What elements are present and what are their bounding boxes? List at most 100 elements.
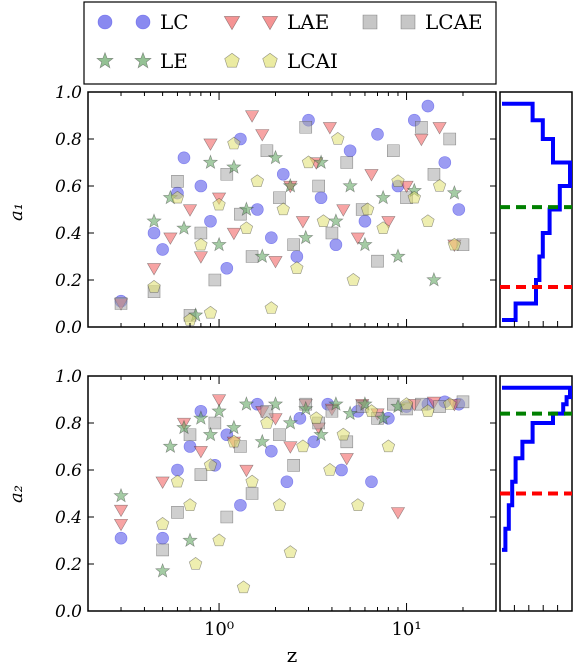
point-lc [358, 214, 372, 228]
point-lc [371, 128, 384, 141]
point-le [226, 419, 242, 435]
point-lae [432, 122, 447, 135]
point-lc [204, 214, 217, 228]
hist-a1-frame [499, 91, 573, 328]
panel-a2-frame [87, 375, 497, 612]
point-lcai [301, 155, 316, 169]
point-le [342, 405, 358, 421]
point-lcai [227, 434, 241, 448]
point-lae [339, 453, 354, 466]
legend-label-lae: LAE [287, 10, 329, 34]
panel-a1: 0.0 0.2 0.4 0.6 0.8 1.0 a₁ [6, 83, 497, 338]
point-lc [438, 156, 452, 169]
point-lcae [220, 167, 234, 181]
point-le [193, 410, 209, 425]
point-lcae [325, 226, 339, 240]
point-lae [146, 263, 162, 276]
point-lcai [399, 397, 414, 410]
point-lcai [351, 498, 365, 511]
point-lcae [245, 250, 259, 263]
panel-a2: 0.0 0.2 0.4 0.6 0.8 1.0 10⁰ 10¹ a₂ z [6, 367, 497, 667]
point-lc [234, 498, 247, 512]
point-lc [290, 250, 304, 263]
point-lcai [316, 214, 330, 227]
point-lcai [250, 174, 264, 187]
point-lcai [147, 280, 161, 293]
point-lc [343, 144, 357, 158]
histogram-line [502, 385, 572, 552]
point-lc [335, 463, 348, 477]
legend-marker-lc [135, 14, 151, 30]
point-lc [365, 475, 378, 489]
point-lcai [432, 179, 447, 192]
point-lae [364, 169, 379, 182]
ytick-label: 0.4 [55, 224, 82, 244]
point-lae [193, 251, 209, 264]
point-lae [239, 464, 254, 478]
point-lae [295, 216, 311, 229]
point-lcae [171, 506, 184, 519]
point-lcai [239, 221, 254, 234]
point-lcae [273, 191, 286, 205]
point-lae [182, 204, 198, 217]
point-le [282, 414, 299, 430]
point-lc [114, 531, 128, 545]
point-lcae [415, 120, 428, 134]
point-lcai [296, 439, 310, 453]
point-lae [113, 504, 129, 518]
point-lc [147, 226, 161, 240]
point-lae [390, 507, 406, 520]
point-lc [293, 411, 307, 425]
point-lcai [336, 427, 350, 441]
ytick-label: 0.2 [55, 271, 82, 291]
point-lae [255, 129, 270, 142]
legend-marker-lcai [224, 52, 240, 68]
legend-marker-le [96, 51, 114, 69]
ytick-label: 1.0 [55, 367, 82, 387]
point-lcai [376, 221, 390, 234]
point-lcai [203, 458, 218, 471]
point-le [146, 213, 162, 228]
point-lcae [287, 459, 300, 472]
point-lcai [276, 202, 290, 216]
point-le [313, 426, 329, 442]
point-lae [414, 133, 429, 147]
point-lcae [114, 297, 128, 310]
point-le [182, 532, 198, 548]
point-lae [322, 122, 337, 135]
point-lc [220, 261, 234, 275]
point-le [426, 271, 442, 287]
point-lcai [283, 545, 297, 558]
point-lcai [421, 404, 435, 417]
point-lcai [331, 132, 345, 145]
point-le [357, 236, 373, 252]
legend: LC LAE LCAE LE LCAI [83, 1, 497, 85]
legend-marker-lcai [262, 52, 278, 68]
point-le [202, 426, 219, 442]
point-lc [421, 99, 435, 113]
panel-a1-frame [87, 91, 497, 328]
legend-label-lc: LC [160, 10, 189, 34]
point-lc [280, 475, 294, 489]
point-lcai [443, 397, 457, 410]
point-le [176, 419, 192, 435]
point-lcai [212, 533, 226, 547]
point-lae [155, 476, 170, 489]
point-le [254, 248, 270, 264]
point-le [446, 185, 463, 200]
legend-marker-lc [97, 14, 113, 30]
point-le [176, 220, 192, 235]
point-le [282, 177, 299, 193]
point-lcai [155, 517, 170, 530]
point-lc [156, 531, 169, 545]
point-lcai [264, 301, 278, 314]
xlabel-z: z [287, 643, 298, 666]
ytick-label: 0.4 [55, 508, 82, 528]
point-lc [265, 231, 278, 244]
point-lcai [421, 214, 435, 227]
point-lcae [299, 120, 313, 134]
point-lae [211, 394, 227, 407]
point-lc [329, 238, 343, 252]
hist-a1 [499, 91, 573, 328]
